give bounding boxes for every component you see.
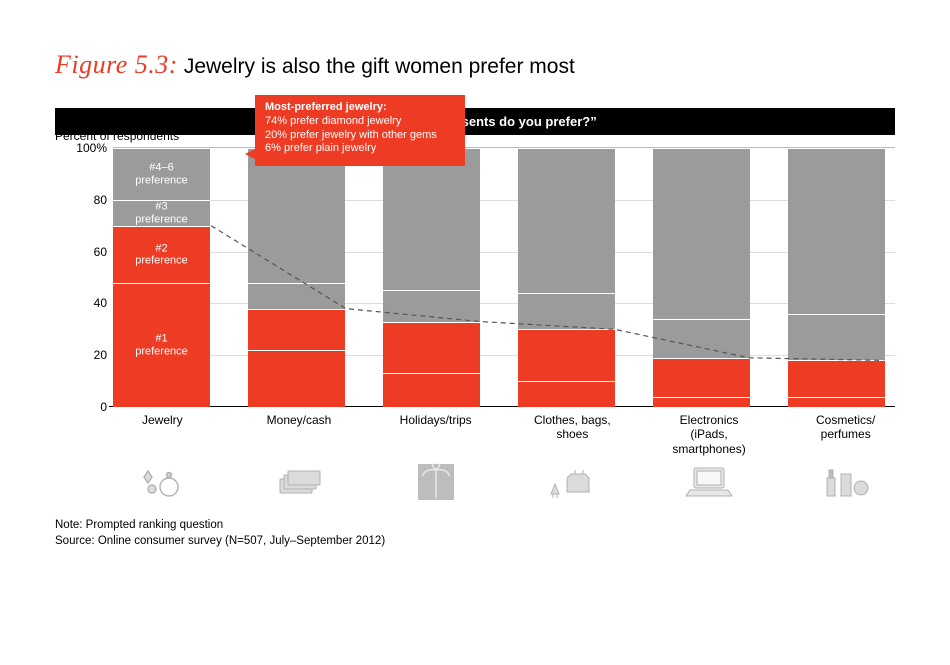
bar-jewelry: #4–6preference #3preference #2preference #1… (113, 148, 210, 407)
category-label-jewelry: Jewelry (113, 413, 212, 456)
category-label-cosmetics: Cosmetics/perfumes (796, 413, 895, 456)
y-tick-label: 100% (67, 141, 107, 155)
bar-segment-p1: #1preference (113, 283, 210, 407)
callout-line-0: 74% prefer diamond jewelry (265, 115, 455, 129)
y-tick-label: 60 (67, 245, 107, 259)
bar-segment-p3 (653, 319, 750, 358)
bar-segment-p1 (788, 397, 885, 407)
y-tick-label: 0 (67, 400, 107, 414)
category-label-money: Money/cash (250, 413, 349, 456)
electronics-icon (660, 460, 759, 504)
segment-label-p46: #4–6preference (113, 162, 210, 187)
segment-label-p3: #3preference (113, 201, 210, 226)
money-icon (250, 460, 349, 504)
bar-segment-p46 (518, 148, 615, 293)
footnote: Note: Prompted ranking question Source: … (55, 518, 895, 549)
chart: Percent of respondents Most-preferred je… (55, 147, 895, 407)
gridline (113, 200, 895, 201)
bar-segment-p46 (788, 148, 885, 314)
plot-area: 020406080100%#4–6preference#3preference#… (113, 147, 895, 407)
bar-segment-p3 (518, 293, 615, 329)
segment-label-p1: #1preference (113, 333, 210, 358)
category-label-electronics: Electronics(iPads, smartphones) (660, 413, 759, 456)
bar-segment-p2: #2preference (113, 226, 210, 283)
bar-segment-p3 (248, 283, 345, 309)
callout-head: Most-preferred jewelry: (265, 101, 455, 115)
bar-segment-p1 (248, 350, 345, 407)
bar-segment-p3: #3preference (113, 200, 210, 226)
cosmetics-icon (796, 460, 895, 504)
x-axis-baseline (109, 406, 895, 407)
bar-segment-p46 (383, 148, 480, 290)
callout-line-2: 6% prefer plain jewelry (265, 142, 455, 156)
gridline (113, 252, 895, 253)
figure-title: Figure 5.3: Jewelry is also the gift wom… (55, 50, 895, 80)
bar-segment-p2 (788, 360, 885, 396)
gridline (113, 355, 895, 356)
bar-segment-p2 (383, 322, 480, 374)
bar-holidays (383, 148, 480, 407)
bar-segment-p2 (248, 309, 345, 350)
trend-line (113, 148, 895, 407)
bar-segment-p46 (653, 148, 750, 319)
bar-segment-p3 (383, 290, 480, 321)
category-icons-row (55, 460, 895, 504)
clothes-icon (523, 460, 622, 504)
bar-money (248, 148, 345, 407)
y-tick-label: 80 (67, 193, 107, 207)
bar-segment-p1 (653, 397, 750, 407)
bar-segment-p46: #4–6preference (113, 148, 210, 200)
gridline (113, 303, 895, 304)
bar-segment-p2 (518, 329, 615, 381)
bar-segment-p3 (788, 314, 885, 361)
bar-segment-p2 (653, 358, 750, 397)
holidays-icon (386, 460, 485, 504)
bar-segment-p1 (518, 381, 615, 407)
category-label-clothes: Clothes, bags,shoes (523, 413, 622, 456)
footnote-source: Source: Online consumer survey (N=507, J… (55, 534, 895, 550)
bar-cosmetics (788, 148, 885, 407)
callout-line-1: 20% prefer jewelry with other gems (265, 129, 455, 143)
bar-clothes (518, 148, 615, 407)
footnote-note: Note: Prompted ranking question (55, 518, 895, 534)
figure-number: Figure 5.3: (55, 50, 178, 79)
bar-segment-p46 (248, 148, 345, 283)
jewelry-icon (113, 460, 212, 504)
category-label-holidays: Holidays/trips (386, 413, 485, 456)
callout-box: Most-preferred jewelry: 74% prefer diamo… (255, 95, 465, 166)
bar-segment-p1 (383, 373, 480, 407)
y-tick-label: 40 (67, 296, 107, 310)
segment-label-p2: #2preference (113, 242, 210, 267)
figure-caption: Jewelry is also the gift women prefer mo… (184, 55, 575, 78)
category-labels-row: Jewelry Money/cash Holidays/trips Clothes, … (55, 413, 895, 456)
bar-electronics (653, 148, 750, 407)
question-bar: “What kind of presents do you prefer?” (55, 108, 895, 135)
y-tick-label: 20 (67, 348, 107, 362)
callout-pointer (245, 148, 257, 160)
